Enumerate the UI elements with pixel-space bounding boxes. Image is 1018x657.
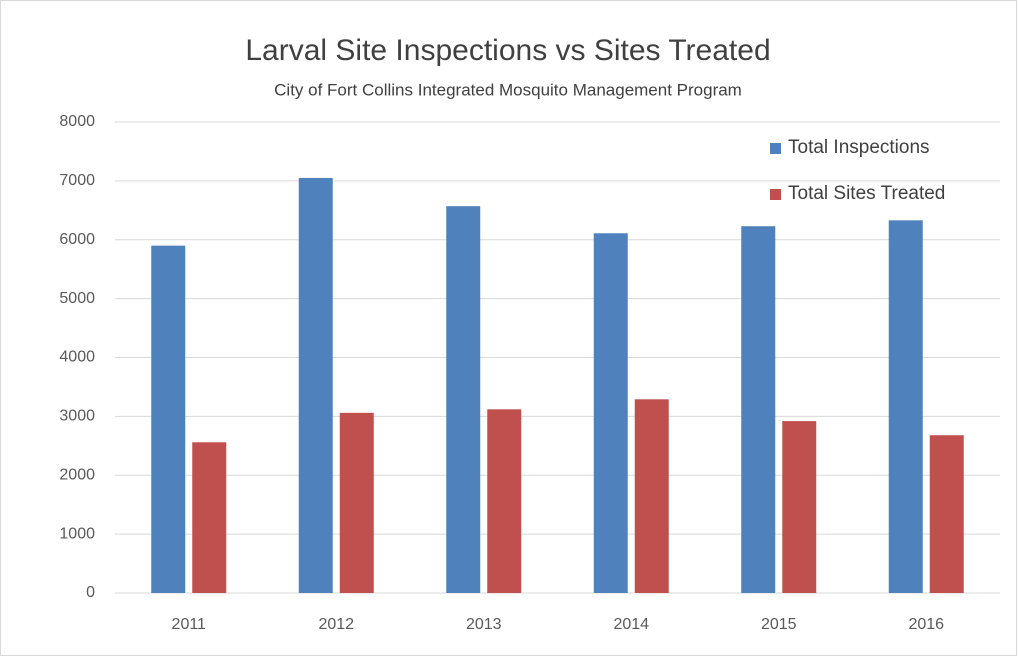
y-tick-label: 2000 xyxy=(59,466,95,483)
bar xyxy=(782,421,817,593)
y-tick-label: 4000 xyxy=(59,349,95,366)
y-tick-label: 0 xyxy=(86,584,95,601)
bar xyxy=(929,435,964,593)
bar xyxy=(192,442,227,593)
bar xyxy=(487,409,522,593)
legend-swatch xyxy=(770,143,781,154)
bar xyxy=(634,399,669,593)
x-tick-label: 2016 xyxy=(908,616,944,633)
x-tick-label: 2012 xyxy=(318,616,354,633)
legend-label: Total Sites Treated xyxy=(788,183,945,204)
bar xyxy=(339,412,374,593)
legend-label: Total Inspections xyxy=(788,137,930,158)
x-tick-label: 2011 xyxy=(172,616,207,633)
x-tick-label: 2014 xyxy=(613,616,649,633)
bar xyxy=(446,206,481,593)
x-tick-label: 2015 xyxy=(761,616,797,633)
x-tick-label: 2013 xyxy=(466,616,502,633)
y-tick-label: 7000 xyxy=(59,172,95,189)
y-tick-label: 6000 xyxy=(59,231,95,248)
y-tick-label: 8000 xyxy=(59,113,95,130)
bar xyxy=(151,245,186,593)
y-tick-label: 5000 xyxy=(59,290,95,307)
bar xyxy=(888,220,923,594)
bar xyxy=(593,233,628,593)
chart-title: Larval Site Inspections vs Sites Treated xyxy=(245,34,770,67)
bar xyxy=(298,177,333,593)
y-tick-label: 3000 xyxy=(59,408,95,425)
y-tick-label: 1000 xyxy=(59,525,95,542)
bar xyxy=(741,226,776,594)
chart-subtitle: City of Fort Collins Integrated Mosquito… xyxy=(274,80,742,99)
legend-swatch xyxy=(770,189,781,200)
